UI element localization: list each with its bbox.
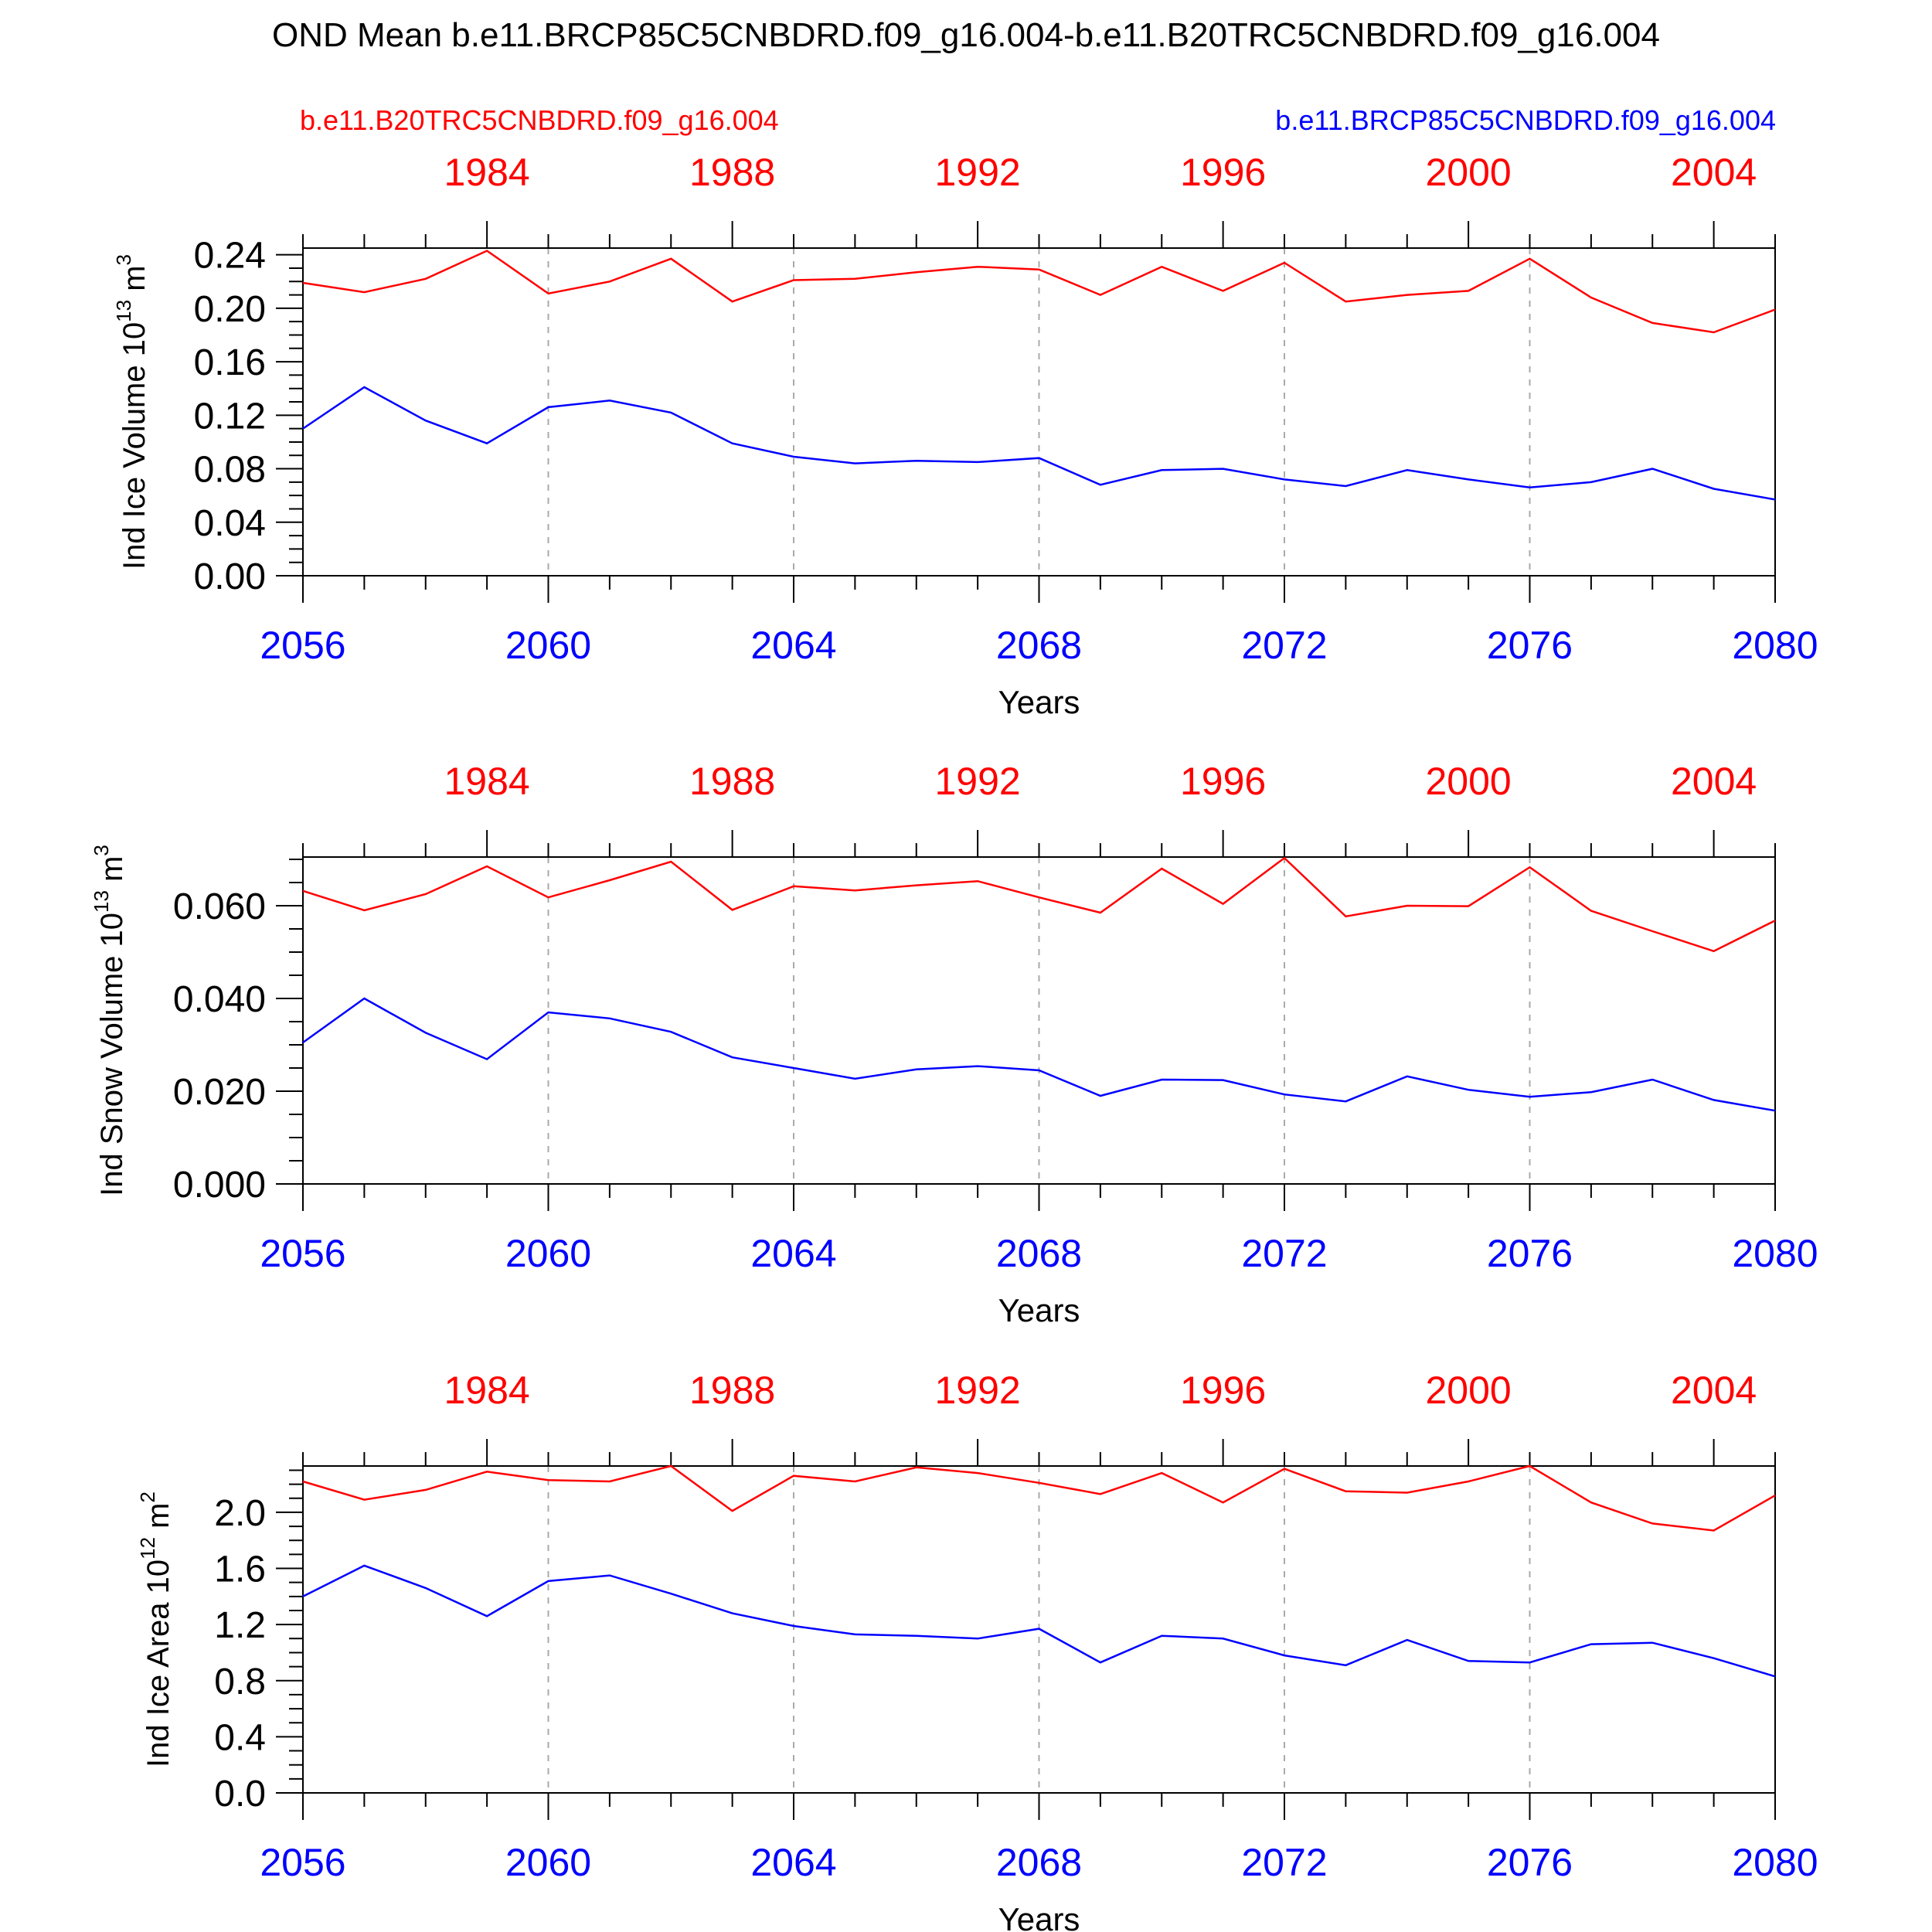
x-tick-label: 2072 [1241,1841,1327,1884]
y-tick-label: 0.16 [194,342,266,383]
y-axis-label: Ind Snow Volume 1013 m3 [90,845,129,1196]
y-tick-label: 0.00 [194,556,266,597]
top-tick-label: 1984 [444,1369,530,1412]
x-tick-label: 2056 [260,1841,345,1884]
series-line-blue [302,997,1776,1112]
x-tick-label: 2060 [505,624,591,667]
x-tick-label: 2080 [1732,1232,1818,1275]
top-tick-label: 1988 [689,151,775,194]
top-tick-label: 1996 [1180,151,1266,194]
y-axis-label-unit-exponent: 2 [136,1492,159,1502]
x-tick-label: 2056 [260,624,345,667]
x-tick-label: 2068 [996,1841,1082,1884]
y-axis-label-exponent: 12 [136,1537,159,1560]
legend-left-label: b.e11.B20TRC5CNBDRD.f09_g16.004 [300,104,779,136]
y-axis-label-unit: m [95,856,129,890]
top-tick-label: 2004 [1671,760,1757,803]
y-tick-label: 0.04 [194,503,266,544]
x-tick-label: 2080 [1732,1841,1818,1884]
series-line-blue [302,1564,1776,1678]
y-axis-label-exponent: 13 [112,300,135,322]
x-tick-label: 2064 [750,1841,836,1884]
y-axis-label: Ind Ice Area 1012 m2 [136,1492,175,1767]
x-tick-label: 2068 [996,1232,1082,1275]
top-tick-label: 1984 [444,760,530,803]
top-tick-label: 2004 [1671,151,1757,194]
chart-panel-2: 2056 2060 2064 2068 2072 2076 2080 1984 1988 1992… [90,760,1818,1328]
y-tick-label: 1.2 [214,1605,266,1646]
y-tick-label: 0.12 [194,396,266,437]
y-axis-label-text: Ind Snow Volume 10 [95,913,129,1196]
y-axis-label: Ind Ice Volume 1013 m3 [112,254,151,570]
series-line-red [302,250,1776,334]
figure-title: OND Mean b.e11.BRCP85C5CNBDRD.f09_g16.00… [272,16,1660,54]
top-tick-label: 2004 [1671,1369,1757,1412]
y-tick-label: 0.060 [173,886,266,927]
x-tick-label: 2064 [750,1232,836,1275]
x-axis-label: Years [998,684,1080,720]
y-tick-label: 0.4 [214,1717,266,1758]
y-tick-label: 0.8 [214,1662,266,1702]
y-tick-label: 0.20 [194,289,266,330]
top-tick-label: 1984 [444,151,530,194]
top-tick-label: 2000 [1426,1369,1512,1412]
y-tick-label: 0.24 [194,236,266,277]
top-tick-label: 1996 [1180,1369,1266,1412]
chart-panel-1: 2056 2060 2064 2068 2072 2076 2080 1984 1988 1992… [112,151,1818,720]
top-tick-label: 1988 [689,1369,775,1412]
x-axis-label: Years [998,1292,1080,1328]
x-tick-label: 2080 [1732,624,1818,667]
y-tick-label: 0.000 [173,1165,266,1206]
y-tick-label: 0.08 [194,450,266,491]
y-tick-label: 2.0 [214,1493,266,1534]
chart-panel-3: 2056 2060 2064 2068 2072 2076 2080 1984 1988 1992… [136,1369,1818,1932]
y-tick-label: 1.6 [214,1549,266,1590]
series-line-red [302,1464,1776,1532]
x-axis-label: Years [998,1901,1080,1932]
top-tick-label: 2000 [1426,760,1512,803]
top-tick-label: 1992 [935,151,1021,194]
x-tick-label: 2060 [505,1232,591,1275]
top-tick-label: 1992 [935,760,1021,803]
x-tick-label: 2068 [996,624,1082,667]
y-axis-label-unit-exponent: 3 [112,254,135,265]
x-tick-label: 2076 [1487,1841,1573,1884]
x-tick-label: 2072 [1241,624,1327,667]
y-axis-label-unit: m [117,265,151,299]
y-tick-label: 0.0 [214,1774,266,1815]
series-line-red [302,856,1776,953]
x-tick-label: 2072 [1241,1232,1327,1275]
y-axis-label-text: Ind Ice Area 10 [141,1560,175,1767]
y-tick-label: 0.020 [173,1072,266,1113]
x-tick-label: 2076 [1487,1232,1573,1275]
y-axis-label-text: Ind Ice Volume 10 [117,322,151,570]
top-tick-label: 1996 [1180,760,1266,803]
y-axis-label-unit-exponent: 3 [90,845,113,855]
x-tick-label: 2056 [260,1232,345,1275]
top-tick-label: 1992 [935,1369,1021,1412]
legend-right-label: b.e11.BRCP85C5CNBDRD.f09_g16.004 [1275,104,1776,136]
top-tick-label: 2000 [1426,151,1512,194]
y-axis-label-unit: m [141,1503,175,1537]
x-tick-label: 2064 [750,624,836,667]
panels: 2056 2060 2064 2068 2072 2076 2080 1984 1988 1992… [90,151,1818,1932]
series-line-blue [302,386,1776,501]
y-axis-label-exponent: 13 [90,890,113,913]
x-tick-label: 2076 [1487,624,1573,667]
x-tick-label: 2060 [505,1841,591,1884]
y-tick-label: 0.040 [173,979,266,1020]
top-tick-label: 1988 [689,760,775,803]
